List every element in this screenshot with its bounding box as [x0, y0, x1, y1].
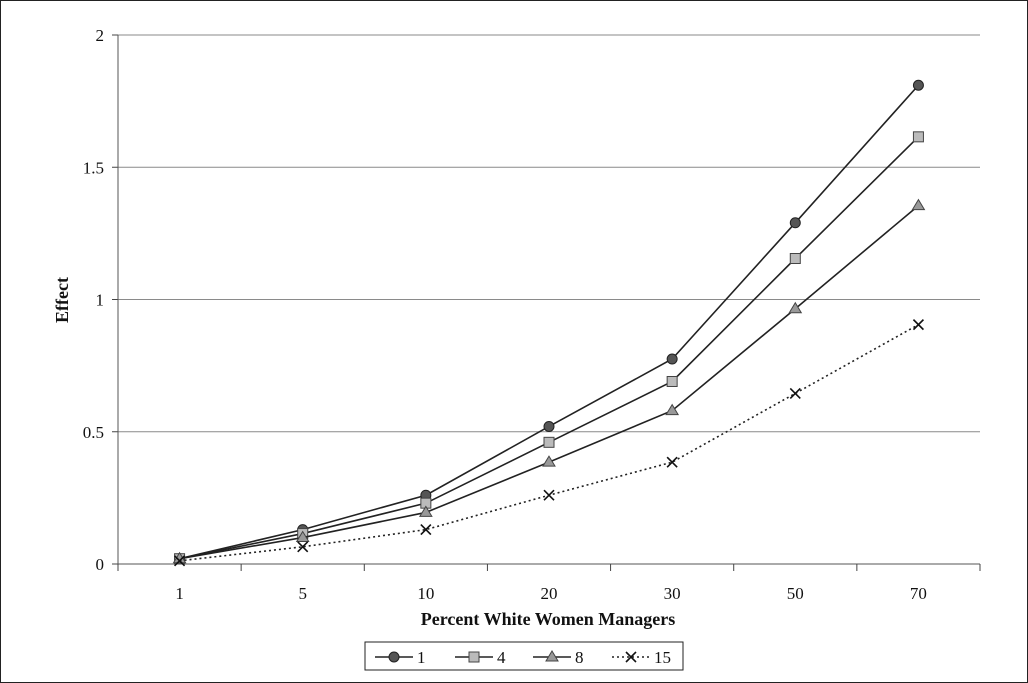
legend: 1 4 8 15	[364, 641, 684, 671]
legend-box	[364, 641, 684, 671]
data-point	[665, 403, 680, 416]
data-point	[666, 375, 678, 387]
series-layer	[172, 79, 926, 567]
legend-item-15: 15	[612, 648, 671, 667]
series-4	[174, 131, 924, 565]
series-1	[174, 79, 924, 565]
legend-marker	[468, 651, 480, 663]
gridlines	[118, 34, 980, 433]
data-point	[542, 455, 556, 467]
y-tick-label: 2	[96, 26, 105, 45]
x-tick-label: 30	[664, 584, 681, 603]
legend-item-1: 1	[375, 648, 426, 667]
data-point	[666, 456, 678, 468]
series-15	[174, 319, 924, 567]
series-line	[179, 204, 919, 560]
legend-label: 1	[417, 648, 426, 667]
data-point	[789, 253, 801, 265]
data-point	[174, 555, 186, 567]
series-8	[172, 198, 926, 564]
x-tick-label: 1	[175, 584, 184, 603]
data-point	[912, 131, 924, 143]
legend-label: 15	[654, 648, 671, 667]
series-line	[179, 84, 920, 560]
y-axis-title: Effect	[52, 277, 72, 323]
y-tick-label: 0	[96, 555, 105, 574]
legend-item-8: 8	[533, 648, 584, 667]
data-point	[666, 353, 678, 365]
data-point	[420, 524, 432, 536]
legend-item-4: 4	[455, 648, 506, 667]
data-point	[789, 217, 801, 229]
data-point	[297, 541, 309, 553]
data-point	[788, 301, 803, 314]
data-point	[543, 436, 555, 448]
x-tick-label: 20	[541, 584, 558, 603]
x-tick-label: 70	[910, 584, 927, 603]
data-point	[543, 489, 555, 501]
legend-label: 8	[575, 648, 584, 667]
x-tick-label: 50	[787, 584, 804, 603]
data-point	[543, 420, 555, 432]
y-tick-label: 1.5	[83, 158, 104, 177]
x-axis-title: Percent White Women Managers	[421, 609, 675, 629]
axes: 0 0.5 1 1.5 2 1 5 10 20 30 50 70	[83, 26, 981, 603]
y-tick-label: 0.5	[83, 423, 104, 442]
data-point	[911, 198, 926, 211]
data-point	[295, 530, 310, 543]
legend-marker	[388, 651, 400, 663]
legend-marker	[625, 651, 637, 663]
data-point	[789, 387, 801, 399]
y-tick-label: 1	[96, 291, 105, 310]
data-point	[912, 79, 924, 91]
legend-label: 4	[497, 648, 506, 667]
data-point	[912, 319, 924, 331]
x-tick-label: 5	[298, 584, 307, 603]
data-point	[418, 505, 433, 517]
x-tick-label: 10	[417, 584, 434, 603]
legend-marker	[545, 650, 559, 662]
